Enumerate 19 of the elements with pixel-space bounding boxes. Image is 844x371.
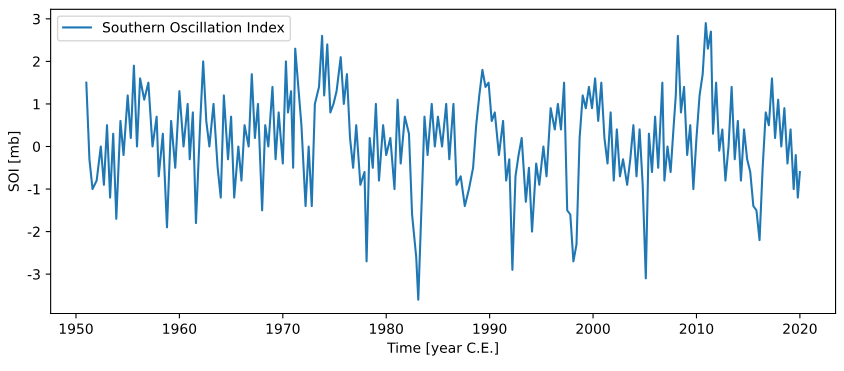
y-tick-label: 2 xyxy=(33,56,40,67)
y-tick-label: 1 xyxy=(34,99,40,110)
x-tick-label: 2020 xyxy=(783,323,817,334)
y-tick-label: -2 xyxy=(28,226,40,237)
y-tick-label: 3 xyxy=(33,14,40,24)
y-tick-label: -1 xyxy=(28,184,40,194)
y-tick-label: -3 xyxy=(28,269,40,280)
legend-label: Southern Oscillation Index xyxy=(102,22,284,33)
line-series xyxy=(85,22,801,301)
y-tick-label: 0 xyxy=(32,141,40,152)
y-axis-title: SOI [mb] xyxy=(8,132,20,192)
x-tick-label: 1960 xyxy=(163,323,196,334)
x-tick-label: 2000 xyxy=(576,323,610,334)
x-axis-title: Time [year C.E.] xyxy=(387,342,498,356)
x-tick-label: 2010 xyxy=(680,323,714,334)
x-tick-label: 1950 xyxy=(60,323,93,334)
x-tick-label: 1990 xyxy=(473,323,506,334)
x-tick-label: 1970 xyxy=(266,323,300,334)
x-tick-label: 1980 xyxy=(370,323,403,334)
